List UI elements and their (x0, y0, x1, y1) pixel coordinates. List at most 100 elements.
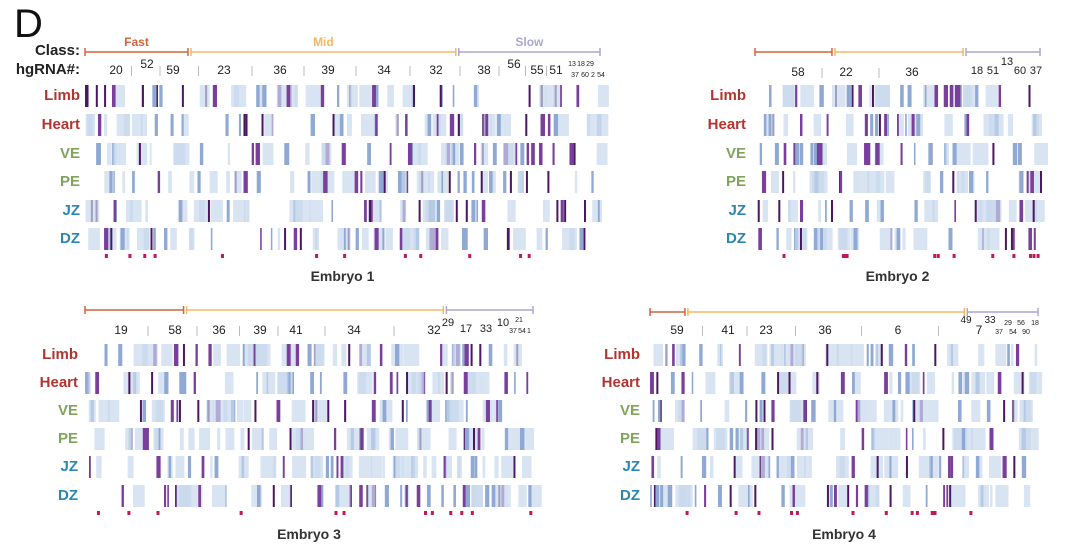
barcode-stripe (88, 456, 91, 478)
barcode-stripe (929, 456, 933, 478)
barcode-stripe (465, 485, 471, 507)
barcode-stripe (1034, 344, 1038, 366)
barcode-stripe (781, 485, 785, 507)
barcode-stripe (462, 485, 468, 507)
barcode-stripe (796, 428, 801, 450)
barcode-stripe (187, 456, 192, 478)
barcode-stripe (399, 228, 403, 250)
barcode-stripe (85, 114, 94, 136)
barcode-stripe (476, 428, 481, 450)
barcode-stripe (161, 344, 173, 366)
barcode-stripe (504, 428, 509, 450)
hgrna-label: 54 (1009, 329, 1017, 336)
barcode-stripe (545, 85, 555, 107)
barcode-stripe (331, 200, 333, 222)
barcode-stripe (682, 344, 686, 366)
barcode-stripe (820, 228, 823, 250)
barcode-stripe (453, 485, 456, 507)
barcode-stripe (349, 485, 352, 507)
hgrna-label: 36 (905, 65, 919, 79)
barcode-stripe (106, 143, 112, 165)
barcode-stripe (985, 85, 998, 107)
marker-dot (933, 254, 937, 258)
barcode-stripe (242, 344, 245, 366)
barcode-stripe (470, 344, 473, 366)
barcode-stripe (315, 344, 324, 366)
barcode-stripe (261, 114, 264, 136)
barcode-stripe (366, 428, 380, 450)
barcode-stripe (366, 485, 369, 507)
barcode-stripe (498, 400, 503, 422)
barcode-stripe (977, 228, 990, 250)
marker-dot (430, 511, 434, 515)
barcode-stripe (650, 485, 652, 507)
barcode-stripe (852, 372, 855, 394)
barcode-stripe (471, 485, 476, 507)
barcode-stripe (926, 372, 935, 394)
barcode-stripe (491, 485, 496, 507)
hgrna-label: 23 (217, 63, 231, 77)
barcode-stripe (309, 200, 324, 222)
barcode-stripe (104, 344, 108, 366)
barcode-stripe (464, 228, 468, 250)
barcode-stripe (168, 456, 172, 478)
barcode-stripe (875, 85, 891, 107)
barcode-stripe (875, 143, 880, 165)
barcode-stripe (1012, 228, 1015, 250)
hgrna-label: 51 (986, 65, 1000, 77)
barcode-stripe (853, 228, 858, 250)
barcode-stripe (927, 400, 939, 422)
barcode-stripe (800, 200, 804, 222)
barcode-stripe (474, 456, 478, 478)
barcode-stripe (112, 171, 115, 193)
barcode-stripe (323, 171, 328, 193)
barcode-stripe (359, 344, 371, 366)
hgrna-label: 18 (970, 65, 984, 77)
barcode-stripe (340, 456, 344, 478)
barcode-stripe (233, 200, 246, 222)
barcode-stripe (416, 485, 421, 507)
barcode-stripe (892, 400, 896, 422)
barcode-stripe (305, 428, 314, 450)
barcode-stripe (870, 114, 874, 136)
barcode-stripe (158, 372, 166, 394)
barcode-stripe (157, 171, 161, 193)
barcode-stripe (990, 485, 993, 507)
barcode-stripe (109, 171, 114, 193)
barcode-stripe (426, 485, 431, 507)
barcode-stripe (390, 428, 394, 450)
barcode-stripe (855, 400, 858, 422)
barcode-stripe (291, 372, 295, 394)
barcode-stripe (913, 228, 928, 250)
barcode-stripe (925, 485, 928, 507)
barcode-stripe (1019, 400, 1032, 422)
row-label-ve: VE (59, 145, 80, 162)
barcode-stripe (861, 428, 865, 450)
barcode-stripe (883, 400, 899, 422)
barcode-stripe (573, 143, 576, 165)
barcode-stripe (195, 344, 198, 366)
hgrna-label: 1 (527, 328, 531, 335)
barcode-stripe (441, 344, 448, 366)
barcode-stripe (651, 456, 655, 478)
barcode-stripe (252, 143, 255, 165)
hgrna-label: 39 (321, 63, 335, 77)
barcode-stripe (513, 228, 526, 250)
barcode-stripe (88, 400, 96, 422)
barcode-stripe (405, 400, 408, 422)
barcode-stripe (907, 114, 924, 136)
barcode-stripe (833, 485, 837, 507)
barcode-stripe (473, 85, 478, 107)
barcode-stripe (1008, 200, 1017, 222)
barcode-stripe (373, 372, 377, 394)
barcode-stripe (755, 428, 758, 450)
barcode-stripe (395, 344, 400, 366)
barcode-stripe (441, 485, 444, 507)
barcode-stripe (146, 428, 149, 450)
barcode-stripe (253, 344, 256, 366)
barcode-stripe (849, 200, 853, 222)
barcode-stripe (262, 143, 274, 165)
row-label-ve: VE (725, 145, 746, 162)
barcode-stripe (553, 85, 561, 107)
barcode-stripe (305, 143, 310, 165)
